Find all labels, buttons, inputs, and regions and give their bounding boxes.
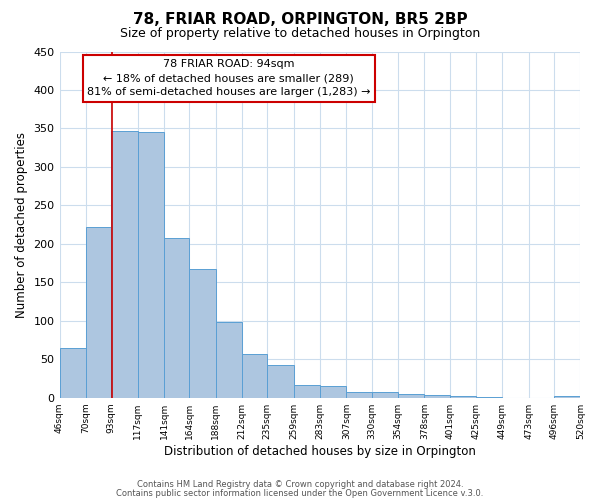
Bar: [371, 392, 398, 398]
Bar: [189, 269, 215, 398]
Bar: [164, 238, 189, 398]
Bar: [476, 397, 502, 398]
Y-axis label: Number of detached properties: Number of detached properties: [15, 132, 28, 318]
Bar: [320, 386, 346, 398]
Text: Contains public sector information licensed under the Open Government Licence v.: Contains public sector information licen…: [116, 490, 484, 498]
X-axis label: Distribution of detached houses by size in Orpington: Distribution of detached houses by size …: [164, 444, 476, 458]
Bar: [111, 130, 137, 398]
Bar: [59, 348, 86, 398]
Text: Size of property relative to detached houses in Orpington: Size of property relative to detached ho…: [120, 28, 480, 40]
Bar: [242, 354, 267, 398]
Bar: [86, 227, 111, 398]
Bar: [554, 396, 580, 398]
Text: Contains HM Land Registry data © Crown copyright and database right 2024.: Contains HM Land Registry data © Crown c…: [137, 480, 463, 489]
Bar: [424, 396, 450, 398]
Bar: [137, 132, 164, 398]
Text: 78 FRIAR ROAD: 94sqm
← 18% of detached houses are smaller (289)
81% of semi-deta: 78 FRIAR ROAD: 94sqm ← 18% of detached h…: [87, 59, 371, 97]
Bar: [398, 394, 424, 398]
Bar: [293, 386, 320, 398]
Bar: [346, 392, 371, 398]
Bar: [215, 322, 242, 398]
Text: 78, FRIAR ROAD, ORPINGTON, BR5 2BP: 78, FRIAR ROAD, ORPINGTON, BR5 2BP: [133, 12, 467, 28]
Bar: [267, 364, 293, 398]
Bar: [450, 396, 476, 398]
